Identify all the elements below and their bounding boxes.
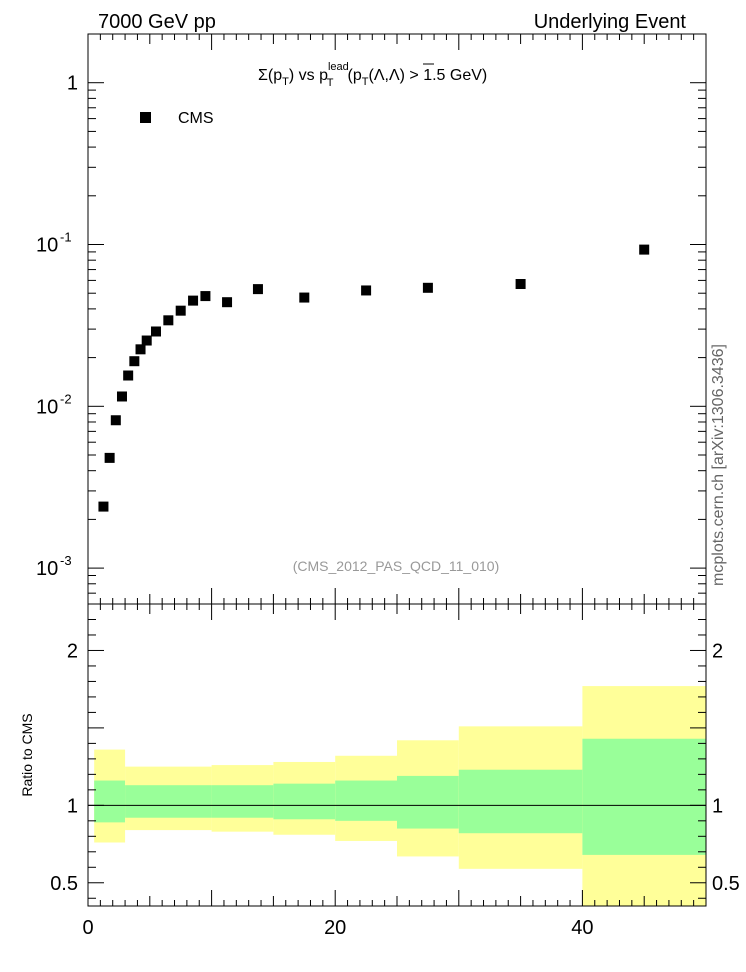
y-tick-label: 10 [36, 396, 58, 418]
data-point [141, 335, 152, 346]
ratio-y-tick-label-left: 0.5 [50, 873, 78, 895]
ratio-y-tick-label-right: 1 [712, 795, 723, 817]
header-right: Underlying Event [534, 11, 687, 33]
ratio-stat-band-2 [211, 785, 274, 818]
ratio-stat-band-6 [458, 769, 583, 834]
y-tick-exponent: -1 [60, 230, 72, 245]
ratio-y-tick-label-right: 2 [712, 640, 723, 662]
title-sub-t3: T [362, 76, 369, 88]
data-point [222, 297, 233, 308]
ratio-stat-band-3 [273, 783, 336, 820]
watermark: mcplots.cern.ch [arXiv:1306.3436] [710, 344, 727, 586]
x-tick-label: 0 [82, 917, 93, 939]
data-point [361, 285, 372, 296]
ratio-axis-label: Ratio to CMS [19, 713, 35, 796]
y-tick-label: 1 [67, 73, 78, 95]
title-sup-lead: lead [328, 61, 349, 73]
data-point [175, 305, 186, 316]
data-point [98, 501, 109, 512]
x-tick-label: 40 [571, 917, 593, 939]
header-left: 7000 GeV pp [98, 11, 216, 33]
data-point [110, 415, 121, 426]
y-tick-exponent: -2 [60, 391, 72, 406]
ratio-y-tick-label-left: 2 [67, 640, 78, 662]
data-point [299, 292, 310, 303]
ratio-y-tick-label-left: 1 [67, 795, 78, 817]
y-tick-label: 10 [36, 558, 58, 580]
analysis-tag: (CMS_2012_PAS_QCD_11_010) [293, 558, 500, 574]
data-point [104, 452, 115, 463]
title-sigma: Σ(p [258, 67, 282, 84]
data-points [98, 244, 650, 512]
y-tick-exponent: -3 [60, 553, 72, 568]
data-point [422, 282, 433, 293]
main-axes: 10 -310 -210 -11 [36, 33, 707, 605]
data-point [200, 291, 211, 302]
data-point [116, 391, 127, 402]
legend-marker [140, 112, 151, 123]
data-point [123, 370, 134, 381]
ratio-stat-band-0 [94, 780, 126, 823]
data-point [150, 326, 161, 337]
ratio-stat-band-1 [125, 785, 212, 818]
title-vs: ) vs p [289, 67, 328, 84]
legend-label: CMS [178, 110, 214, 127]
ratio-stat-band-5 [397, 775, 459, 829]
title-paren: (p [348, 67, 362, 84]
ratio-bands [88, 686, 706, 906]
ratio-stat-band-4 [335, 780, 397, 821]
title-sub-t1: T [282, 76, 289, 88]
data-point [252, 284, 263, 295]
ratio-axes: 0 20 40 0.5 0.5 1 1 2 2 [50, 604, 740, 939]
ratio-y-tick-label-right: 0.5 [712, 873, 740, 895]
data-point [188, 295, 199, 306]
title-sub-t2: T [327, 77, 334, 89]
title-lambdas: (Λ,Λ) > 1.5 GeV) [368, 67, 487, 84]
plot-title: Σ(pT) vs plead T (pT(Λ,Λ) > 1.5 GeV) [258, 61, 487, 89]
data-point [639, 244, 650, 255]
y-tick-label: 10 [36, 235, 58, 257]
data-point [129, 356, 140, 367]
data-point [135, 344, 146, 355]
data-point [515, 279, 526, 290]
x-tick-label: 20 [324, 917, 346, 939]
ratio-plot-frame [87, 603, 707, 907]
data-point [163, 315, 174, 326]
ratio-stat-band-7 [582, 738, 706, 855]
